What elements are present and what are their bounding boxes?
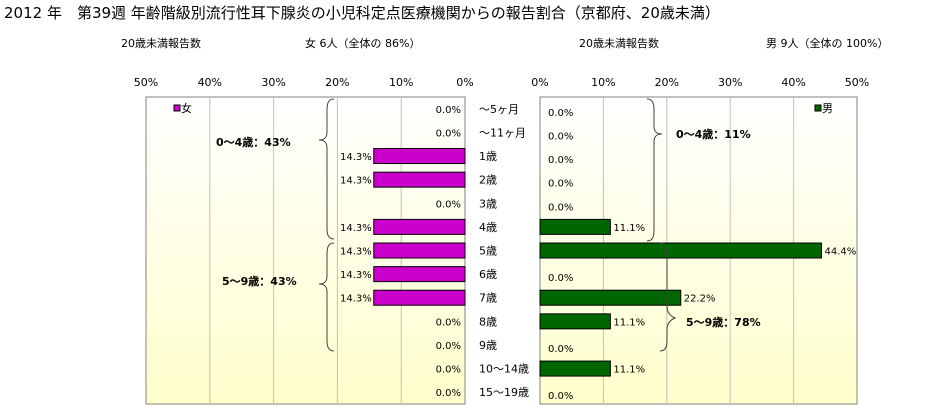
age-category-label: 1歳 — [479, 150, 497, 163]
female-x-tick-label: 10% — [389, 76, 413, 89]
male-bar-value-label: 0.0% — [548, 344, 573, 355]
female-bar-value-label: 14.3% — [340, 152, 372, 163]
male-x-tick-label: 30% — [718, 76, 742, 89]
female-bar — [373, 218, 466, 235]
female-bar-value-label: 0.0% — [436, 388, 461, 399]
male-5-9-brace — [659, 242, 677, 352]
female-bar-value-label: 0.0% — [436, 128, 461, 139]
chart-title: 2012 年 第39週 年齢階級別流行性耳下腺炎の小児科定点医療機関からの報告割… — [4, 4, 720, 22]
age-category-label: 9歳 — [479, 339, 497, 352]
female-bar — [373, 266, 466, 283]
male-legend-label: 男 — [822, 102, 833, 115]
age-category-label: 4歳 — [479, 221, 497, 234]
male-bar-value-label: 11.1% — [613, 223, 645, 234]
male-0-4-annotation: 0〜4歳：11% — [676, 127, 751, 141]
male-x-tick-label: 10% — [591, 76, 615, 89]
male-bar-value-label: 11.1% — [613, 365, 645, 376]
male-report-count: 男 9人（全体の 100%） — [766, 37, 889, 50]
female-report-count-label: 20歳未満報告数 — [121, 37, 201, 50]
male-bar — [539, 360, 611, 377]
female-bar-value-label: 0.0% — [436, 199, 461, 210]
age-category-label: 〜5ヶ月 — [479, 103, 519, 116]
age-category-label: 2歳 — [479, 174, 497, 187]
female-0-4-brace — [318, 98, 335, 240]
male-bar — [539, 289, 682, 306]
female-0-4-annotation: 0〜4歳：43% — [216, 135, 291, 149]
male-0-4-brace — [646, 98, 663, 242]
male-bar-value-label: 0.0% — [548, 131, 573, 142]
age-category-label: 10〜14歳 — [479, 363, 529, 376]
male-bar-value-label: 0.0% — [548, 108, 573, 119]
female-bar — [373, 289, 466, 306]
age-category-label: 15〜19歳 — [479, 386, 529, 399]
female-bar — [373, 148, 466, 165]
age-category-label: 3歳 — [479, 197, 497, 210]
female-x-tick-label: 50% — [134, 76, 158, 89]
male-bar-value-label: 0.0% — [548, 273, 573, 284]
female-bar-value-label: 0.0% — [436, 365, 461, 376]
female-5-9-brace — [318, 242, 335, 352]
female-x-tick-label: 20% — [325, 76, 349, 89]
age-category-label: 5歳 — [479, 245, 497, 258]
female-bar-value-label: 0.0% — [436, 105, 461, 116]
female-bar-value-label: 14.3% — [340, 270, 372, 281]
female-bar-value-label: 14.3% — [340, 247, 372, 258]
male-bar-value-label: 0.0% — [548, 391, 573, 402]
female-5-9-annotation: 5〜9歳：43% — [222, 274, 297, 288]
male-bar — [539, 313, 611, 330]
male-5-9-annotation: 5〜9歳：78% — [686, 315, 761, 329]
male-bar-value-label: 0.0% — [548, 202, 573, 213]
male-bar-value-label: 0.0% — [548, 179, 573, 190]
male-bar-value-label: 44.4% — [824, 247, 856, 258]
male-x-tick-label: 50% — [845, 76, 869, 89]
male-legend-swatch — [814, 104, 822, 112]
female-bar — [373, 242, 466, 259]
male-x-tick-label: 0% — [531, 76, 548, 89]
male-bar-value-label: 0.0% — [548, 155, 573, 166]
female-bar-value-label: 14.3% — [340, 294, 372, 305]
male-bar — [539, 218, 611, 235]
female-bar — [373, 171, 466, 188]
age-category-label: 8歳 — [479, 315, 497, 328]
female-bar-value-label: 0.0% — [436, 341, 461, 352]
female-x-tick-label: 0% — [456, 76, 473, 89]
age-category-label: 〜11ヶ月 — [479, 126, 526, 139]
male-x-tick-label: 40% — [781, 76, 805, 89]
male-bar-value-label: 11.1% — [613, 317, 645, 328]
male-bar — [539, 242, 822, 259]
female-bar-value-label: 14.3% — [340, 176, 372, 187]
age-category-label: 7歳 — [479, 292, 497, 305]
male-bar-value-label: 22.2% — [684, 294, 716, 305]
male-x-tick-label: 20% — [655, 76, 679, 89]
male-report-count-label: 20歳未満報告数 — [579, 37, 659, 50]
female-legend-swatch — [173, 104, 181, 112]
female-bar-value-label: 14.3% — [340, 223, 372, 234]
female-report-count: 女 6人（全体の 86%） — [305, 37, 421, 50]
female-x-tick-label: 30% — [261, 76, 285, 89]
female-legend-label: 女 — [181, 101, 192, 115]
female-x-tick-label: 40% — [198, 76, 222, 89]
age-category-label: 6歳 — [479, 268, 497, 281]
female-bar-value-label: 0.0% — [436, 317, 461, 328]
